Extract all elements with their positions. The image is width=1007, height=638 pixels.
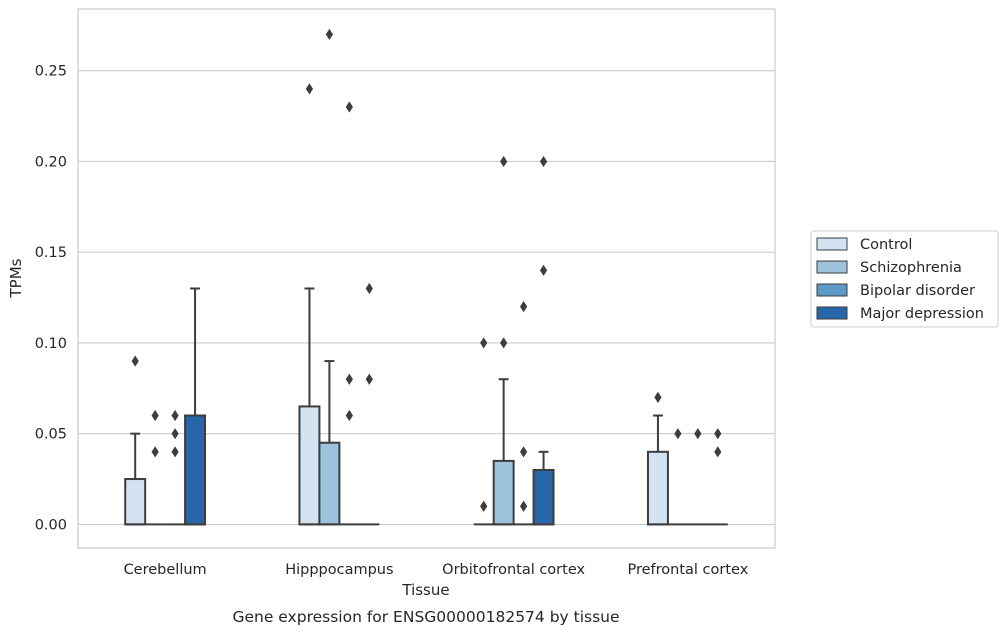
outlier-point xyxy=(171,428,179,440)
outlier-point xyxy=(345,101,353,113)
legend-swatch xyxy=(816,283,848,297)
outlier-point xyxy=(365,282,373,295)
outlier-point xyxy=(520,500,528,512)
legend-label: Schizophrenia xyxy=(860,260,962,276)
x-tick-label: Prefrontal cortex xyxy=(627,562,748,578)
outlier-point xyxy=(694,428,702,440)
outlier-point xyxy=(345,409,353,422)
grid xyxy=(78,70,775,525)
box xyxy=(318,28,341,526)
legend-frame xyxy=(810,230,999,328)
outlier-point xyxy=(151,446,159,458)
box-body xyxy=(184,414,207,526)
box xyxy=(298,83,321,526)
box xyxy=(687,428,708,526)
outlier-point xyxy=(500,337,508,349)
outlier-point xyxy=(365,373,373,385)
box xyxy=(184,287,207,526)
legend-label: Major depression xyxy=(860,306,984,322)
legend-swatch xyxy=(816,260,848,274)
x-tick-label: Cerebellum xyxy=(124,562,207,578)
outlier-point xyxy=(151,409,159,422)
box xyxy=(492,155,515,526)
outlier-point xyxy=(674,428,682,440)
box xyxy=(667,428,688,526)
chart-caption: Gene expression for ENSG00000182574 by t… xyxy=(232,608,619,626)
y-tick-label: 0.25 xyxy=(35,64,67,80)
legend-swatch xyxy=(816,237,848,251)
box-body xyxy=(124,478,147,526)
outlier-point xyxy=(500,155,508,168)
y-tick-label: 0.20 xyxy=(35,154,67,170)
outlier-point xyxy=(345,373,353,385)
box xyxy=(339,101,360,526)
outlier-point xyxy=(480,337,488,349)
outlier-point xyxy=(654,391,662,403)
box xyxy=(359,282,380,526)
y-axis-ticks: 0.00 0.05 0.10 0.15 0.20 0.25 xyxy=(35,64,67,534)
x-axis-label: Tissue xyxy=(401,581,449,599)
box xyxy=(646,391,669,526)
legend: Control Schizophrenia Bipolar disorder Majo… xyxy=(810,230,999,328)
outlier-point xyxy=(131,355,139,367)
legend-label: Control xyxy=(860,237,912,253)
box-body xyxy=(492,459,515,526)
x-tick-label: Orbitofrontal cortex xyxy=(442,562,585,578)
outlier-point xyxy=(520,446,528,458)
box-body xyxy=(298,405,321,526)
outlier-point xyxy=(171,446,179,458)
outlier-point xyxy=(539,264,548,276)
box-plots xyxy=(124,28,728,526)
outlier-point xyxy=(325,28,333,41)
box xyxy=(513,301,534,526)
outlier-point xyxy=(480,500,488,512)
outlier-point xyxy=(714,446,722,458)
outlier-point xyxy=(520,301,528,313)
box-body xyxy=(646,450,669,526)
x-tick-label: Hipppocampus xyxy=(285,562,393,578)
box-body xyxy=(532,468,555,526)
y-axis-label: TPMs xyxy=(7,258,25,298)
box xyxy=(145,409,166,526)
box xyxy=(124,355,147,526)
outlier-point xyxy=(539,155,548,168)
box xyxy=(165,409,186,526)
outlier-point xyxy=(714,428,722,440)
box xyxy=(532,155,555,526)
box-body xyxy=(318,441,341,526)
y-tick-label: 0.10 xyxy=(35,336,67,352)
plot-frame xyxy=(77,8,776,549)
outlier-point xyxy=(171,409,179,422)
outlier-point xyxy=(305,83,314,95)
y-tick-label: 0.05 xyxy=(35,427,67,443)
y-tick-label: 0.00 xyxy=(35,517,67,533)
legend-swatch xyxy=(816,306,848,320)
y-tick-label: 0.15 xyxy=(35,245,67,261)
x-axis-ticks: Cerebellum Hipppocampus Orbitofrontal cort… xyxy=(124,562,749,578)
legend-label: Bipolar disorder xyxy=(860,283,975,299)
box xyxy=(473,337,494,526)
box xyxy=(707,428,728,526)
